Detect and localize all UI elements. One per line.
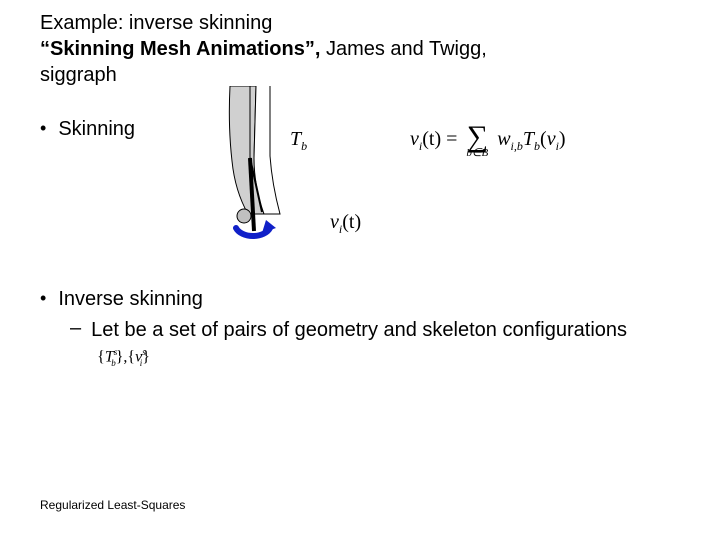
bullet-skinning: • Skinning: [40, 116, 190, 143]
skinning-diagram: [210, 86, 340, 241]
f-w-sub: i,b: [511, 139, 523, 153]
f-lhs-t: (t) =: [422, 128, 457, 150]
f-nu: v: [547, 128, 556, 150]
vit-label: vi(t): [330, 211, 361, 237]
bullet-skinning-text: Skinning: [58, 116, 135, 143]
bullet-inverse-text: Inverse skinning: [58, 286, 203, 313]
vit-t: (t): [342, 211, 361, 233]
slide-title: Example: inverse skinning “Skinning Mesh…: [40, 10, 680, 88]
skinning-formula: vi(t) = ∑ b∈B wi,bTb(vi): [410, 126, 720, 157]
title-paper: “Skinning Mesh Animations”,: [40, 38, 320, 60]
sigma-sub: b∈B: [466, 149, 488, 157]
bullet-dot-icon: •: [40, 116, 46, 141]
f-lhs-v: v: [410, 128, 419, 150]
bullet-inverse: • Inverse skinning: [40, 286, 680, 313]
sub-bullet-inverse-label: Let be a set of pairs of geometry and sk…: [91, 319, 627, 341]
f-close: ): [559, 128, 566, 150]
f-T: T: [523, 128, 534, 150]
title-venue: siggraph: [40, 64, 117, 86]
tb-label: Tb: [290, 128, 307, 154]
footer-text: Regularized Least-Squares: [40, 498, 185, 512]
dash-icon: –: [70, 317, 81, 340]
vit-v: v: [330, 211, 339, 233]
sigma-icon: ∑ b∈B: [466, 126, 488, 157]
title-authors: James and Twigg,: [320, 38, 486, 60]
title-line1: Example: inverse skinning: [40, 12, 272, 34]
f-open: (: [540, 128, 547, 150]
f-w: w: [497, 128, 510, 150]
sub-bullet-inverse: – Let be a set of pairs of geometry and …: [70, 317, 680, 371]
tb-T: T: [290, 128, 301, 150]
tb-b: b: [301, 139, 307, 153]
pairs-expression: {Tsb},{vsi}: [97, 346, 150, 369]
bullet-dot-icon: •: [40, 286, 46, 311]
skinning-section: • Skinning Tb vi(t): [40, 106, 680, 246]
sub-bullet-inverse-text: Let be a set of pairs of geometry and sk…: [91, 317, 680, 371]
inverse-section: • Inverse skinning – Let be a set of pai…: [40, 286, 680, 371]
